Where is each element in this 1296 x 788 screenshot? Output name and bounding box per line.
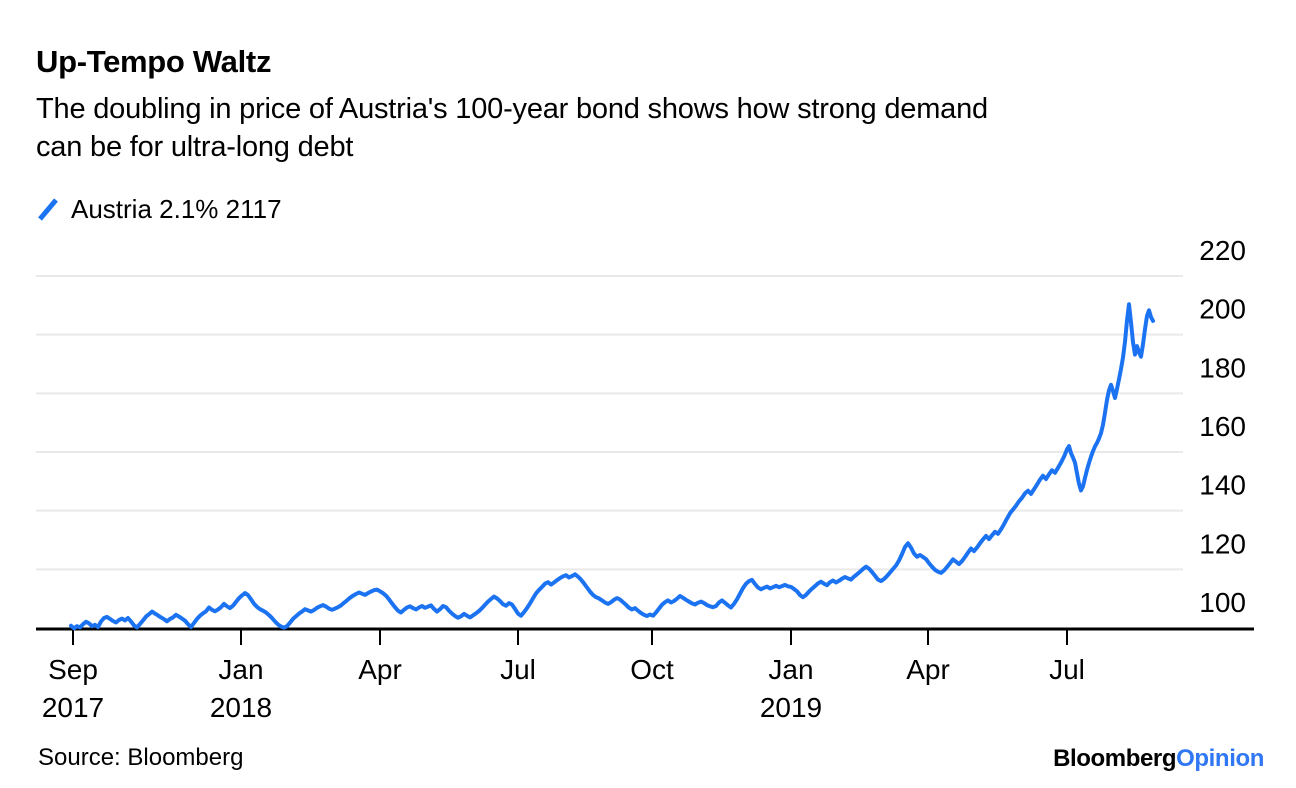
y-axis-label: 120 <box>1199 528 1246 559</box>
x-axis-month-label: Apr <box>906 654 950 685</box>
x-axis-year-label: 2017 <box>42 692 104 723</box>
price-line-series <box>69 302 1155 631</box>
x-axis-month-label: Jan <box>218 654 263 685</box>
source-note: Source: Bloomberg <box>38 744 244 771</box>
x-axis-year-label: 2018 <box>210 692 272 723</box>
y-axis-label: 100 <box>1199 587 1246 618</box>
chart-subtitle-line-1: The doubling in price of Austria's 100-y… <box>36 93 988 125</box>
y-axis-label: 140 <box>1199 470 1246 501</box>
chart-legend: Austria 2.1% 2117 <box>36 194 282 225</box>
y-axis-label: 180 <box>1199 352 1246 383</box>
x-axis-month-label: Jul <box>1049 654 1085 685</box>
x-axis-year-label: 2019 <box>760 692 822 723</box>
y-axis-label: 160 <box>1199 411 1246 442</box>
bloomberg-opinion-logo: BloombergOpinion <box>1053 745 1264 773</box>
legend-series-label: Austria 2.1% 2117 <box>71 194 282 224</box>
chart-title: Up-Tempo Waltz <box>36 44 272 79</box>
y-axis-label: 220 <box>1199 235 1246 266</box>
x-axis-month-label: Sep <box>48 654 98 685</box>
chart-subtitle: The doubling in price of Austria's 100-y… <box>36 90 988 166</box>
legend-line-marker-icon <box>38 197 58 221</box>
x-axis-month-label: Oct <box>630 654 674 685</box>
logo-text-bloomberg: Bloomberg <box>1053 745 1177 772</box>
logo-text-opinion: Opinion <box>1176 745 1264 772</box>
y-axis-label: 200 <box>1199 294 1246 325</box>
x-axis-month-label: Jan <box>768 654 813 685</box>
chart-subtitle-line-2: can be for ultra-long debt <box>36 131 354 163</box>
x-axis-month-label: Jul <box>500 654 536 685</box>
x-axis-month-label: Apr <box>358 654 402 685</box>
